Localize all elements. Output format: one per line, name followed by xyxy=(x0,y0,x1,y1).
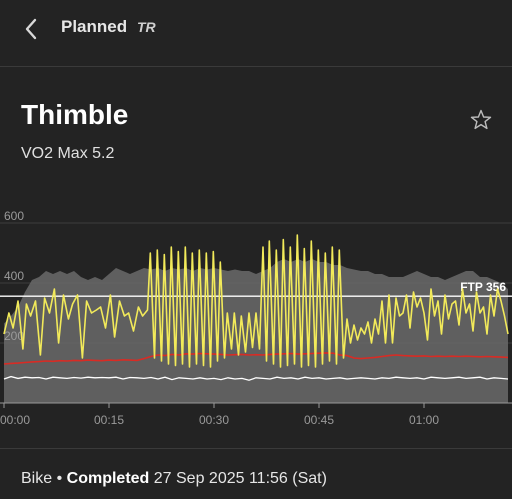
sport-label: Bike xyxy=(21,470,53,487)
x-tick-label: 01:00 xyxy=(409,413,439,427)
workout-title: Thimble xyxy=(21,99,129,130)
completed-datetime: 27 Sep 2025 11:56 (Sat) xyxy=(153,470,327,487)
y-tick-label: 400 xyxy=(4,269,24,283)
trainerroad-logo-icon: TR xyxy=(137,19,157,35)
ftp-label: FTP 356 xyxy=(460,280,506,294)
workout-footer: Bike • Completed 27 Sep 2025 11:56 (Sat) xyxy=(0,448,512,499)
workout-chart-svg: 600 400 200 FTP 356 00:00 00:15 00:30 00:45 01:0… xyxy=(0,209,512,427)
x-tick-label: 00:30 xyxy=(199,413,229,427)
svg-text:TR: TR xyxy=(137,19,157,35)
workout-chart: 600 400 200 FTP 356 00:00 00:15 00:30 00:45 01:0… xyxy=(0,209,512,450)
favorite-star-icon[interactable] xyxy=(469,108,493,132)
y-tick-label: 200 xyxy=(4,329,24,343)
y-tick-label: 600 xyxy=(4,210,24,223)
workout-summary: Bike • Completed 27 Sep 2025 11:56 (Sat) xyxy=(21,470,327,488)
target-power-area xyxy=(4,259,508,403)
cadence-line xyxy=(3,375,509,381)
nav-title: Planned xyxy=(61,17,128,36)
x-tick-label: 00:45 xyxy=(304,413,334,427)
heart-rate-line xyxy=(3,352,509,365)
x-tick-label: 00:00 xyxy=(0,413,30,427)
status-label: Completed xyxy=(66,470,150,487)
power-line xyxy=(3,234,509,368)
top-navigation-bar: Planned TR xyxy=(0,0,512,67)
x-tick-label: 00:15 xyxy=(94,413,124,427)
back-button[interactable] xyxy=(16,14,46,44)
separator: • xyxy=(56,470,63,487)
chevron-left-icon xyxy=(25,18,37,40)
workout-subtitle: VO2 Max 5.2 xyxy=(21,145,115,162)
